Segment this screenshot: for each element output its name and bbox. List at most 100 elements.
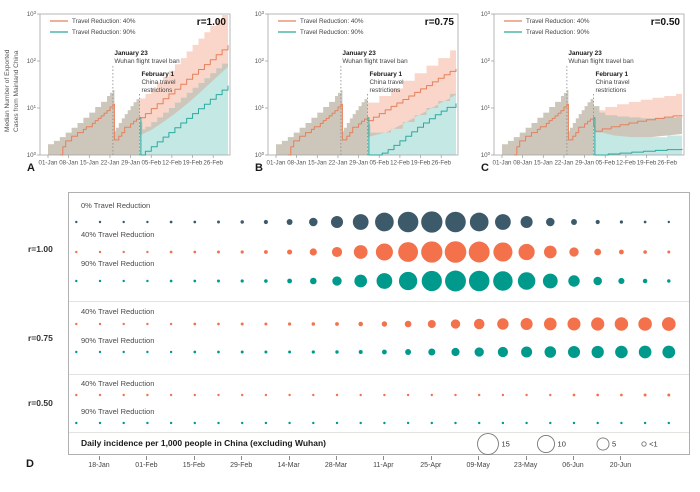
x-tick-label: 29-Jan: [121, 160, 140, 167]
bubble: [381, 321, 388, 327]
bubble: [122, 393, 125, 397]
bubble: [309, 277, 317, 285]
bubble: [620, 421, 623, 425]
series-line-90pct: [139, 85, 229, 156]
bubble: [309, 248, 317, 256]
bubble: [193, 322, 197, 326]
x-tick-label: 08-Jan: [513, 160, 532, 167]
ci-band-90pct: [593, 126, 682, 155]
bubble: [667, 421, 671, 425]
y-tick-label: 101: [27, 104, 37, 112]
y-tick-label: 102: [481, 57, 491, 65]
bubble: [454, 393, 457, 397]
y-tick-label: 101: [255, 104, 265, 112]
bubble: [193, 350, 197, 354]
bubble: [217, 250, 220, 254]
bubble: [638, 317, 652, 331]
bubble-x-tick: [241, 456, 243, 460]
legend-label-40pct: Travel Reduction: 40%: [300, 18, 364, 25]
bubble: [618, 249, 624, 255]
bubble: [122, 279, 125, 283]
feb1-annotation-text: China travel: [369, 79, 403, 86]
bubble-x-tick-label: 14-Mar: [277, 462, 300, 469]
x-tick-label: 22-Jan: [554, 160, 573, 167]
x-tick-label: 08-Jan: [287, 160, 306, 167]
bubble: [451, 347, 460, 357]
bubble: [643, 393, 647, 397]
ci-band-pre-gray: [276, 90, 368, 155]
x-tick-label: 01-Jan: [267, 160, 286, 167]
bubble: [354, 274, 368, 288]
y-tick-label: 100: [27, 151, 37, 159]
series-line-40pct: [59, 45, 229, 156]
bubble: [572, 421, 576, 425]
x-tick-label: 12-Feb: [616, 160, 636, 167]
bubble: [398, 242, 419, 262]
bubble: [421, 270, 442, 292]
ci-band-overlap: [139, 60, 228, 136]
jan23-annotation-text: Wuhan flight travel ban: [114, 58, 180, 65]
bubble: [454, 421, 457, 425]
bubble: [667, 250, 671, 254]
panel-r050-chart: 01-Jan 08-Jan 15-Jan 22-Jan 29-Jan 05-Feb 12-F…: [472, 6, 694, 180]
panel-r100-chart: 01-Jan 08-Jan 15-Jan 22-Jan 29-Jan 05-Feb 12-F…: [18, 6, 240, 180]
legend-label-90pct: Travel Reduction: 90%: [526, 29, 590, 36]
bubble: [546, 217, 555, 227]
bubble: [421, 211, 443, 233]
bubble: [311, 350, 315, 354]
bubble: [521, 346, 533, 358]
jan23-annotation-title: January 23: [342, 50, 376, 57]
bubble: [193, 421, 197, 425]
panel-r-title: r=1.00: [197, 17, 227, 28]
y-tick-label: 100: [481, 151, 491, 159]
bubble: [122, 421, 125, 425]
bubble: [398, 271, 418, 291]
group-label-r050: r=0.50: [28, 398, 53, 408]
bubble: [169, 322, 173, 326]
x-tick-label: 29-Jan: [575, 160, 594, 167]
bubble: [240, 220, 244, 224]
x-tick-label: 01-Jan: [39, 160, 58, 167]
group-label-r075: r=0.75: [28, 333, 53, 343]
size-legend-title: Daily incidence per 1,000 people in Chin…: [81, 438, 326, 448]
y-tick-label: 103: [255, 10, 265, 18]
bubble-x-tick-label: 25-Apr: [420, 462, 442, 469]
ci-band-40pct: [139, 14, 228, 136]
bubble: [146, 322, 149, 326]
bubble: [146, 220, 149, 224]
bubble: [493, 242, 513, 262]
bubble: [75, 220, 78, 224]
bubble: [359, 393, 362, 397]
bubble: [75, 421, 78, 425]
bubble: [667, 279, 671, 283]
bubble: [404, 320, 412, 328]
bubble: [643, 250, 647, 254]
bubble: [193, 220, 197, 224]
section-divider: [69, 432, 689, 433]
bubble: [169, 220, 173, 224]
bubble: [263, 219, 268, 225]
bubble: [596, 393, 600, 397]
bubble: [397, 211, 419, 233]
bubble: [264, 393, 268, 397]
bubble: [376, 273, 393, 289]
bubble: [569, 247, 579, 257]
bubble: [430, 393, 434, 397]
feb1-annotation-text: restrictions: [595, 87, 626, 94]
bubble: [473, 318, 485, 330]
bubble-x-tick: [288, 456, 290, 460]
bubble: [75, 279, 78, 283]
bubble: [312, 393, 315, 397]
bubble: [98, 421, 102, 425]
bubble: [520, 215, 533, 229]
bubble-x-tick: [620, 456, 622, 460]
panel-letter-c: C: [481, 162, 489, 174]
size-legend-circle: [596, 437, 610, 451]
bubble: [98, 322, 102, 326]
size-legend: 15 10 5 <1: [477, 433, 658, 455]
x-tick-label: 12-Feb: [390, 160, 410, 167]
bubble: [288, 350, 292, 354]
x-tick-label: 15-Jan: [308, 160, 327, 167]
bubble: [445, 211, 466, 233]
bubble: [518, 243, 535, 261]
